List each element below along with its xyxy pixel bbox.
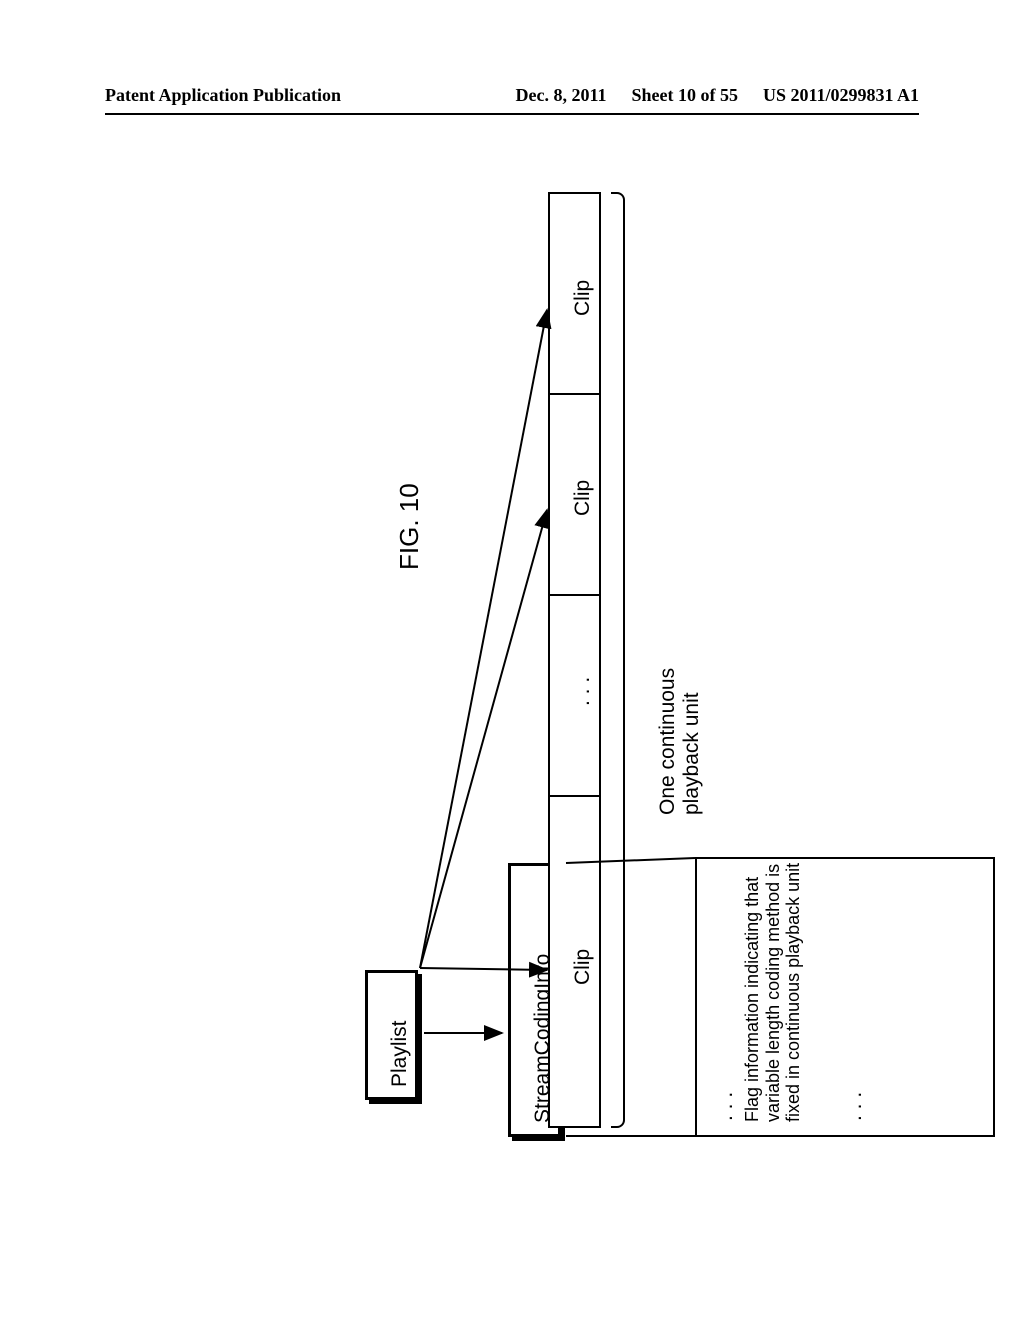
clip-label: Clip bbox=[571, 949, 595, 985]
clip-dots: . . . bbox=[571, 677, 595, 706]
clip-label: Clip bbox=[571, 480, 595, 516]
clips-container bbox=[548, 192, 601, 1128]
clip-divider bbox=[548, 393, 601, 395]
header-right: Dec. 8, 2011 Sheet 10 of 55 US 2011/0299… bbox=[515, 85, 919, 106]
playlist-label: Playlist bbox=[388, 1020, 412, 1087]
flag-dots-top: . . . bbox=[714, 1092, 738, 1121]
bracket bbox=[611, 192, 625, 1128]
header-divider bbox=[105, 113, 919, 115]
clip-divider bbox=[548, 795, 601, 797]
header-left: Patent Application Publication bbox=[105, 85, 341, 106]
flag-dots-bottom: . . . bbox=[843, 1092, 867, 1121]
figure-diagram: FIG. 10 Playlist StreamCodingInfo . . . … bbox=[140, 170, 890, 1170]
clip-label: Clip bbox=[571, 280, 595, 316]
figure-label: FIG. 10 bbox=[394, 483, 425, 570]
page-header: Patent Application Publication Dec. 8, 2… bbox=[0, 85, 1024, 106]
header-pubno: US 2011/0299831 A1 bbox=[763, 85, 919, 106]
playback-unit-label: One continuous playback unit bbox=[656, 581, 704, 815]
flag-info-text: Flag information indicating that variabl… bbox=[742, 862, 804, 1122]
clip-divider bbox=[548, 594, 601, 596]
header-sheet: Sheet 10 of 55 bbox=[631, 85, 738, 106]
header-date: Dec. 8, 2011 bbox=[515, 85, 606, 106]
